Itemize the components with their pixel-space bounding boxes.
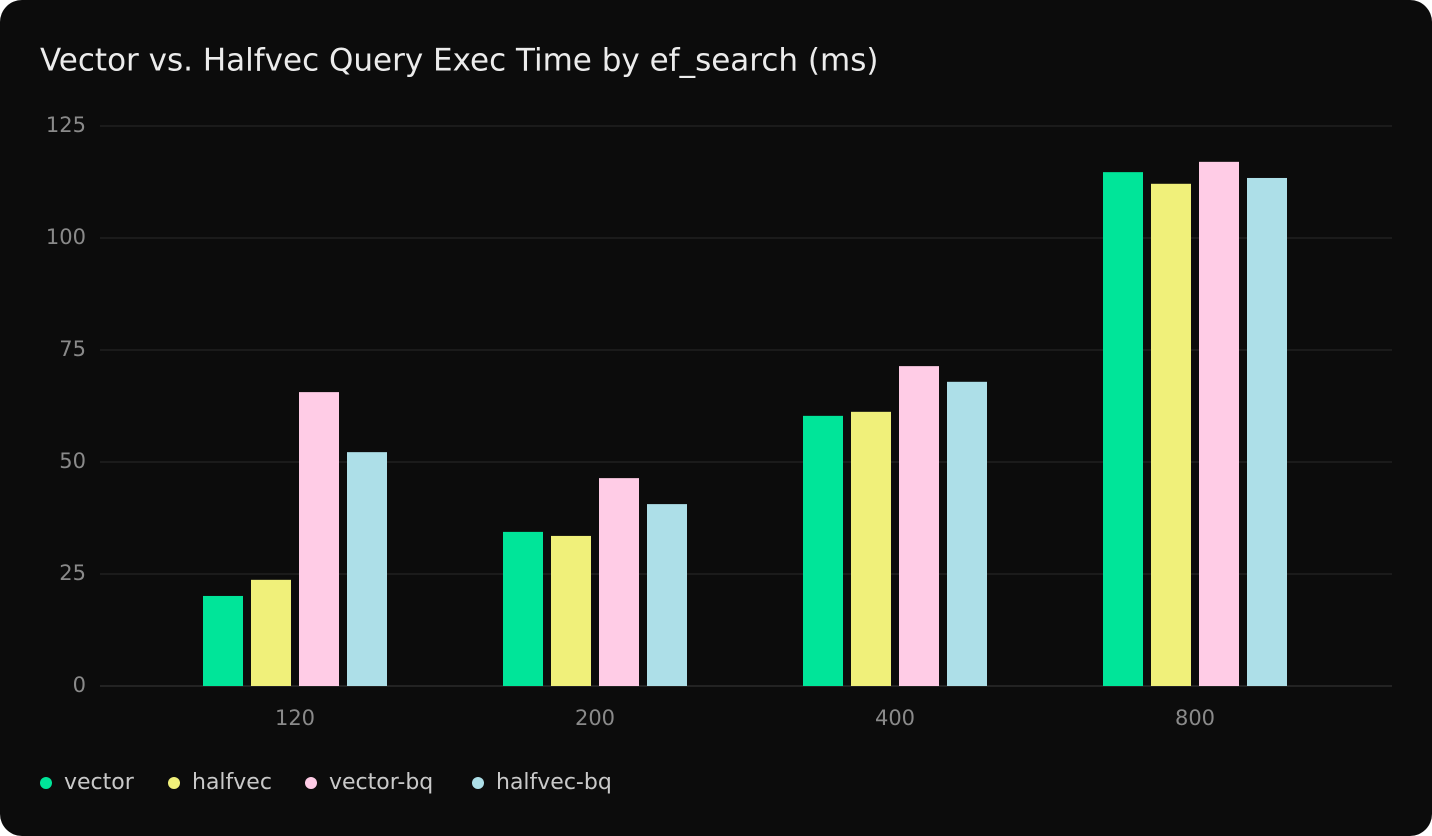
chart-title: Vector vs. Halfvec Query Exec Time by ef… [40, 43, 878, 79]
legend-label: vector [64, 770, 135, 795]
legend-label: halfvec [192, 770, 272, 795]
bar [347, 452, 387, 686]
bar [803, 415, 843, 686]
x-tick-label: 800 [1175, 706, 1215, 730]
legend-marker [472, 777, 484, 789]
legend-label: vector-bq [329, 770, 433, 795]
y-tick-label: 100 [46, 225, 86, 249]
bar [647, 504, 687, 686]
y-tick-label: 75 [59, 337, 86, 361]
y-tick-label: 0 [73, 673, 86, 697]
legend-label: halfvec-bq [496, 770, 612, 795]
y-tick-label: 50 [59, 449, 86, 473]
bar [599, 478, 639, 686]
x-tick-label: 400 [875, 706, 915, 730]
legend-marker [40, 777, 52, 789]
bar [1151, 183, 1191, 687]
bar [503, 531, 543, 686]
y-tick-label: 125 [46, 113, 86, 137]
x-tick-label: 120 [275, 706, 315, 730]
legend-marker [305, 777, 317, 789]
bar [1247, 177, 1287, 686]
bar [899, 366, 939, 686]
bar [1199, 161, 1239, 687]
bar [251, 579, 291, 686]
bar [299, 392, 339, 686]
x-tick-label: 200 [575, 706, 615, 730]
y-tick-label: 25 [59, 561, 86, 585]
bar [1103, 172, 1143, 687]
bar [947, 381, 987, 686]
bar [203, 595, 243, 686]
legend-marker [168, 777, 180, 789]
bar [551, 535, 591, 686]
bar [851, 411, 891, 686]
